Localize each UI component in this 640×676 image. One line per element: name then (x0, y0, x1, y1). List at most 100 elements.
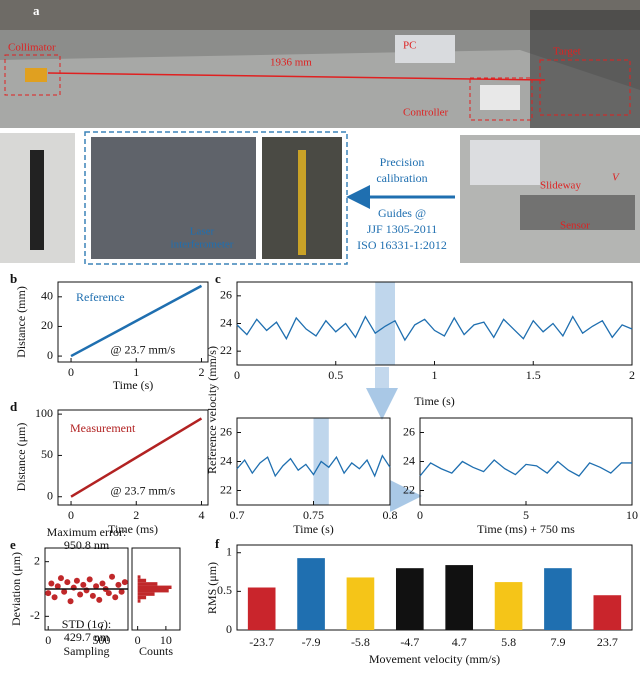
controller-box (480, 85, 520, 110)
bar (346, 577, 375, 630)
bar (395, 568, 424, 630)
callout: Guides @ (378, 206, 426, 220)
histogram-bar (137, 592, 155, 596)
data-point (80, 581, 87, 588)
callout: PC (403, 40, 416, 52)
data-point (115, 581, 122, 588)
y-tick-label: 1 (226, 544, 232, 558)
y-tick-label: 24 (403, 453, 415, 467)
laser-path (47, 72, 546, 81)
data-point (109, 573, 116, 580)
x-tick-label: 5.8 (501, 635, 516, 649)
bar (593, 595, 622, 630)
panel-label: b (10, 271, 17, 286)
data-point (105, 590, 112, 597)
callout: calibration (376, 171, 427, 185)
y-tick-label: 24 (220, 315, 232, 329)
x-tick-label: 4.7 (452, 635, 467, 649)
x-axis-label: Time (ms) (108, 522, 158, 536)
bar (297, 558, 325, 630)
photo-panel: a Collimator 1936 mm PC Target Controlle… (0, 0, 640, 265)
data-line (236, 454, 391, 478)
data-line (70, 284, 203, 358)
panel-label: c (215, 271, 221, 286)
x-tick-label: -5.8 (351, 635, 370, 649)
data-point (96, 596, 103, 603)
histogram-bar (137, 589, 169, 593)
sensor-mount (30, 150, 44, 250)
callout: Collimator (8, 42, 56, 54)
x-axis-label: Time (s) (113, 378, 154, 392)
callout: 1936 mm (270, 57, 312, 69)
x-tick-label: 10 (626, 508, 638, 522)
callout: Sensor (560, 220, 590, 232)
data-point (54, 583, 61, 590)
slideway (520, 195, 635, 230)
callout: Laser (190, 226, 215, 238)
annotation: 950.8 nm (64, 538, 110, 552)
data-point (51, 594, 58, 601)
x-tick-label: 0 (68, 365, 74, 379)
y-tick-label: 20 (41, 318, 53, 332)
panel-label: a (33, 3, 40, 18)
data-point (93, 583, 100, 590)
x-tick-label: 7.9 (550, 635, 565, 649)
y-tick-label: 0 (47, 488, 53, 502)
data-point (45, 590, 52, 597)
y-tick-label: 26 (403, 424, 415, 438)
x-tick-label: 2 (133, 508, 139, 522)
x-axis-label: Sampling (63, 644, 109, 658)
x-tick-label: 0 (417, 508, 423, 522)
bar (445, 565, 474, 630)
data-point (57, 575, 64, 582)
y-tick-label: 100 (35, 406, 53, 420)
plot-frame (57, 281, 209, 363)
x-axis-label: Counts (139, 644, 173, 658)
data-point (121, 579, 128, 586)
bar (544, 568, 572, 630)
x-tick-label: 1 (133, 365, 139, 379)
panel-label: f (215, 536, 220, 551)
callout: Target (553, 46, 581, 58)
callout-box (4, 54, 61, 96)
x-tick-label: 23.7 (597, 635, 618, 649)
y-tick-label: 0.5 (217, 583, 232, 597)
plot-frame (236, 281, 633, 366)
bar (494, 582, 523, 630)
y-axis-label: RMS (μm) (205, 562, 219, 614)
annotation: Measurement (70, 421, 136, 435)
y-tick-label: 2 (34, 553, 40, 567)
interferometer-photo (91, 137, 256, 259)
data-point (77, 591, 84, 598)
plot-frame (236, 544, 633, 631)
bar (247, 587, 276, 630)
data-line (419, 459, 632, 477)
callout: Precision (380, 155, 425, 169)
x-axis-label: Time (ms) + 750 ms (477, 522, 575, 536)
highlight-band (375, 282, 395, 365)
x-axis-label: Time (s) (414, 394, 455, 408)
y-tick-label: 50 (41, 447, 53, 461)
x-tick-label: 0 (45, 633, 51, 647)
x-tick-label: 2 (198, 365, 204, 379)
data-point (99, 580, 106, 587)
x-tick-label: 0.8 (383, 508, 398, 522)
x-tick-label: 0.7 (230, 508, 245, 522)
x-tick-label: 1.5 (526, 368, 541, 382)
annotation: Maximum error: (47, 525, 127, 539)
plot-frame (131, 547, 181, 631)
x-tick-label: 4 (198, 508, 204, 522)
laptop (395, 35, 455, 63)
panel-label: d (10, 399, 18, 414)
annotation: @ 23.7 mm/s (111, 483, 176, 497)
x-tick-label: 0.75 (303, 508, 324, 522)
y-axis-label: Distance (mm) (14, 286, 28, 358)
histogram-bar (137, 582, 158, 586)
y-tick-label: 40 (41, 289, 53, 303)
histogram-bar (137, 595, 147, 600)
callout: Controller (403, 107, 449, 119)
annotation: @ 23.7 mm/s (111, 343, 176, 357)
y-tick-label: 22 (220, 343, 232, 357)
x-tick-label: 0 (68, 508, 74, 522)
